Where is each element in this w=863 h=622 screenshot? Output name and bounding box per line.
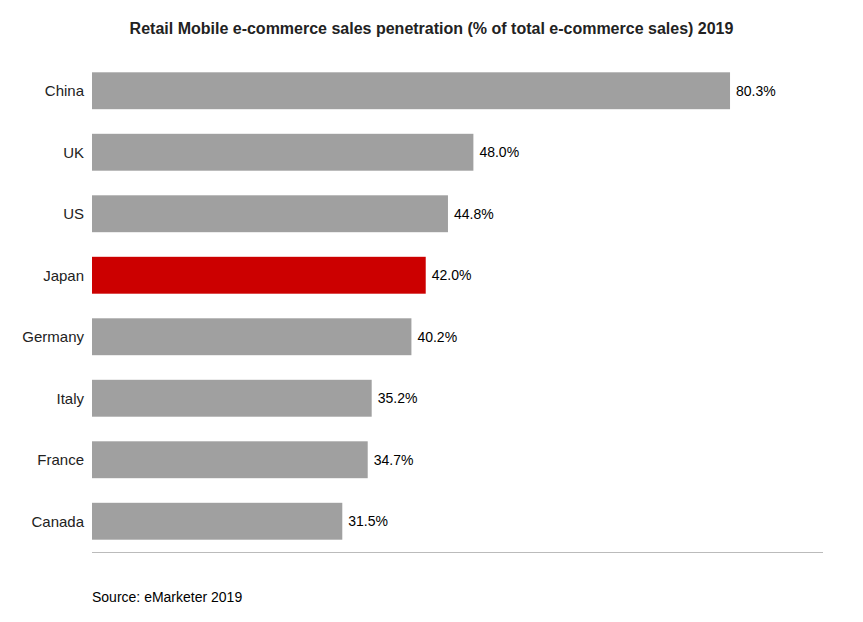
bar — [92, 72, 730, 109]
bar — [92, 503, 342, 540]
data-label: 42.0% — [432, 267, 472, 283]
data-label: 48.0% — [479, 144, 519, 160]
data-label: 34.7% — [374, 452, 414, 468]
bar — [92, 195, 448, 232]
bars — [92, 72, 730, 539]
category-label: UK — [63, 144, 84, 161]
source-note: Source: eMarketer 2019 — [92, 589, 242, 605]
labels: 80.3% China 48.0% UK 44.8% US 42.0% Japan 40.2% G… — [22, 82, 775, 530]
category-label: Japan — [43, 267, 84, 284]
category-label: US — [63, 205, 84, 222]
category-label: Germany — [22, 328, 84, 345]
chart: Retail Mobile e-commerce sales penetrati… — [0, 0, 863, 622]
axis-line — [92, 552, 823, 553]
bar — [92, 441, 368, 478]
bar — [92, 380, 372, 417]
data-label: 35.2% — [378, 390, 418, 406]
data-label: 31.5% — [348, 513, 388, 529]
bar — [92, 134, 473, 171]
category-label: France — [37, 451, 84, 468]
data-label: 80.3% — [736, 83, 776, 99]
bar — [92, 257, 426, 294]
title: Retail Mobile e-commerce sales penetrati… — [130, 20, 734, 37]
category-label: Italy — [56, 390, 84, 407]
bar — [92, 318, 411, 355]
category-label: China — [45, 82, 85, 99]
data-label: 40.2% — [417, 329, 457, 345]
category-label: Canada — [31, 513, 84, 530]
data-label: 44.8% — [454, 206, 494, 222]
